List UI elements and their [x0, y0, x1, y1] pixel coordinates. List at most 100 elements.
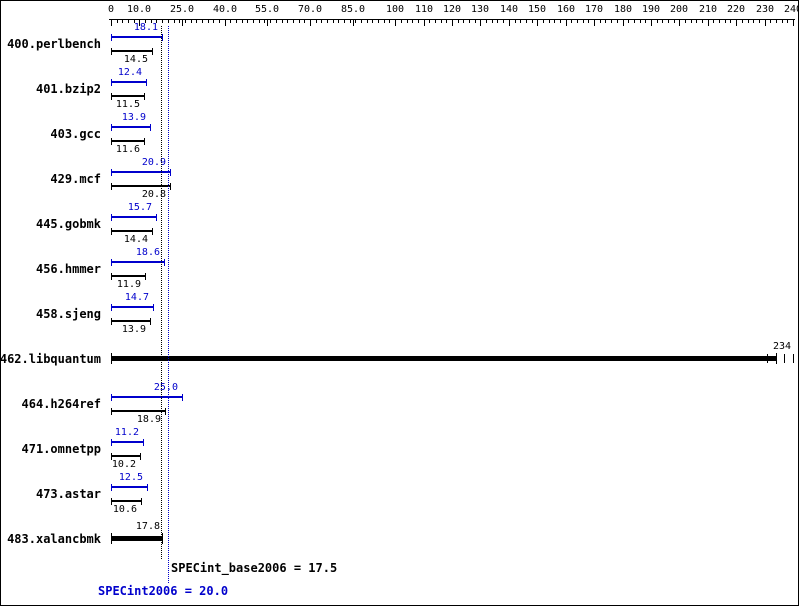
- axis-minor-tick: [134, 19, 135, 23]
- axis-minor-tick: [242, 19, 243, 23]
- peak-bar-end-tick: [164, 259, 165, 266]
- axis-major-tick: [267, 19, 268, 26]
- axis-minor-tick: [219, 19, 220, 23]
- base-bar: [111, 185, 170, 187]
- base-bar: [111, 140, 144, 142]
- base-value-label: 14.5: [123, 54, 148, 65]
- base-bar: [111, 275, 145, 277]
- axis-minor-tick: [753, 19, 754, 23]
- axis-tick-label: 200: [669, 4, 689, 15]
- peak-bar-start-tick: [111, 214, 112, 221]
- axis-minor-tick: [611, 19, 612, 23]
- axis-tick-label: 55.0: [254, 4, 280, 15]
- axis-minor-tick: [435, 19, 436, 23]
- axis-minor-tick: [372, 19, 373, 23]
- bar-start-tick: [111, 533, 112, 544]
- peak-bar-start-tick: [111, 259, 112, 266]
- axis-minor-tick: [264, 19, 265, 23]
- axis-minor-tick: [475, 19, 476, 23]
- peak-bar-start-tick: [111, 124, 112, 131]
- peak-bar: [111, 261, 164, 263]
- base-bar-start-tick: [111, 183, 112, 190]
- axis-major-tick: [651, 19, 652, 26]
- axis-major-tick: [708, 19, 709, 26]
- axis-minor-tick: [361, 19, 362, 23]
- axis-minor-tick: [617, 19, 618, 23]
- axis-minor-tick: [520, 19, 521, 23]
- axis-minor-tick: [657, 19, 658, 23]
- axis-major-tick: [566, 19, 567, 26]
- peak-value-label: 13.9: [121, 112, 146, 123]
- axis-tick-label: 140: [499, 4, 519, 15]
- axis-minor-tick: [441, 19, 442, 23]
- base-bar-end-tick: [150, 318, 151, 325]
- peak-value-label: 25.0: [153, 382, 178, 393]
- axis-major-tick: [225, 19, 226, 26]
- peak-bar-start-tick: [111, 439, 112, 446]
- base-bar-start-tick: [111, 138, 112, 145]
- axis-major-tick: [182, 19, 183, 26]
- benchmark-label: 473.astar: [35, 487, 101, 501]
- axis-tick-label: 220: [726, 4, 746, 15]
- base-value-label: 18.9: [136, 414, 161, 425]
- axis-minor-tick: [412, 19, 413, 23]
- benchmark-label: 400.perlbench: [7, 37, 101, 51]
- axis-tick-label: 10.0: [126, 4, 152, 15]
- base-bar-start-tick: [111, 228, 112, 235]
- base-bar-start-tick: [111, 318, 112, 325]
- peak-bar-start-tick: [111, 484, 112, 491]
- axis-minor-tick: [776, 19, 777, 23]
- axis-minor-tick: [634, 19, 635, 23]
- axis-minor-tick: [389, 19, 390, 23]
- axis-tick-label: 0: [107, 4, 115, 15]
- axis-minor-tick: [492, 19, 493, 23]
- axis-minor-tick: [526, 19, 527, 23]
- axis-tick-label: 85.0: [340, 4, 366, 15]
- benchmark-label: 429.mcf: [50, 172, 101, 186]
- base-bar-start-tick: [111, 93, 112, 100]
- base-value-label: 11.9: [116, 279, 141, 290]
- benchmark-label: 403.gcc: [50, 127, 101, 141]
- axis-minor-tick: [145, 19, 146, 23]
- peak-bar-end-tick: [170, 169, 171, 176]
- axis-tick-label: 240: [783, 4, 798, 15]
- axis-minor-tick: [497, 19, 498, 23]
- axis-minor-tick: [276, 19, 277, 23]
- axis-minor-tick: [628, 19, 629, 23]
- run-mark-tick: [793, 354, 794, 363]
- axis-minor-tick: [208, 19, 209, 23]
- axis-minor-tick: [577, 19, 578, 23]
- base-bar-thick: [111, 536, 162, 541]
- base-bar-start-tick: [111, 48, 112, 55]
- run-mark-tick: [767, 354, 768, 363]
- peak-value-label: 12.4: [117, 67, 142, 78]
- base-bar-start-tick: [111, 273, 112, 280]
- axis-minor-tick: [378, 19, 379, 23]
- axis-minor-tick: [748, 19, 749, 23]
- peak-bar-end-tick: [162, 34, 163, 41]
- base-value-label: 13.9: [121, 324, 146, 335]
- axis-minor-tick: [213, 19, 214, 23]
- axis-major-tick: [310, 19, 311, 26]
- bar-end-tick: [776, 353, 777, 364]
- bar-value-label: 234: [772, 341, 791, 352]
- peak-bar-start-tick: [111, 304, 112, 311]
- peak-bar: [111, 486, 147, 488]
- axis-minor-tick: [645, 19, 646, 23]
- base-value-label: 10.6: [112, 504, 137, 515]
- axis-minor-tick: [384, 19, 385, 23]
- axis-minor-tick: [151, 19, 152, 23]
- axis-minor-tick: [122, 19, 123, 23]
- axis-minor-tick: [759, 19, 760, 23]
- peak-value-label: 11.2: [114, 427, 139, 438]
- axis-minor-tick: [236, 19, 237, 23]
- peak-bar: [111, 126, 150, 128]
- base-value-label: 11.6: [115, 144, 140, 155]
- peak-bar: [111, 36, 162, 38]
- axis-major-tick: [353, 19, 354, 26]
- axis-minor-tick: [549, 19, 550, 23]
- axis-tick-label: 100: [385, 4, 405, 15]
- axis-minor-tick: [338, 19, 339, 23]
- peak-bar-start-tick: [111, 394, 112, 401]
- peak-bar: [111, 171, 170, 173]
